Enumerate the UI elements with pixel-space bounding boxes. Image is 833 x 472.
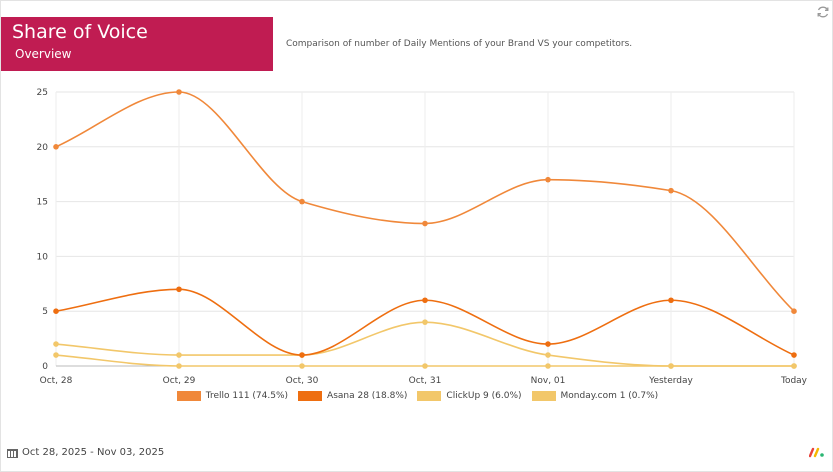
data-point-clickup[interactable] (176, 352, 182, 358)
data-point-asana[interactable] (176, 286, 182, 293)
data-point-asana[interactable] (53, 308, 59, 314)
legend-item-asana[interactable]: Asana 28 (18.8%) (298, 391, 407, 401)
y-tick-label: 20 (37, 143, 49, 153)
data-point-monday-com[interactable] (53, 352, 59, 358)
legend-item-clickup[interactable]: ClickUp 9 (6.0%) (417, 391, 522, 401)
x-tick-label: Today (780, 376, 808, 386)
data-point-trello[interactable] (791, 308, 797, 314)
x-tick-label: Nov, 01 (531, 376, 566, 386)
y-tick-label: 5 (42, 307, 48, 317)
chart-description: Comparison of number of Daily Mentions o… (286, 39, 633, 49)
data-point-clickup[interactable] (545, 352, 551, 358)
date-range-footer: Oct 28, 2025 - Nov 03, 2025 (7, 447, 164, 458)
page-subtitle: Overview (15, 47, 72, 61)
data-point-trello[interactable] (545, 176, 551, 183)
data-point-trello[interactable] (176, 89, 182, 95)
data-point-clickup[interactable] (422, 319, 428, 325)
x-tick-label: Oct, 28 (40, 376, 73, 386)
y-tick-label: 10 (37, 252, 49, 262)
data-point-trello[interactable] (422, 220, 428, 227)
legend-item-trello[interactable]: Trello 111 (74.5%) (176, 391, 289, 401)
data-point-asana[interactable] (545, 341, 551, 347)
data-point-clickup[interactable] (53, 341, 59, 347)
legend-label: Asana 28 (18.8%) (327, 391, 408, 401)
data-point-asana[interactable] (791, 352, 797, 358)
x-tick-label: Yesterday (648, 376, 693, 386)
x-tick-label: Oct, 30 (286, 376, 319, 386)
data-point-monday-com[interactable] (422, 363, 428, 369)
x-tick-label: Oct, 29 (163, 376, 196, 386)
data-point-clickup[interactable] (791, 363, 797, 369)
data-point-asana[interactable] (299, 352, 305, 358)
page-title: Share of Voice (12, 21, 148, 43)
y-tick-label: 25 (37, 88, 48, 98)
mentions-line-chart: 0 5 10 15 20 25 Oct, 28 Oct, 29 Oct, 30 Oct, 31 No… (37, 88, 808, 386)
data-point-monday-com[interactable] (299, 363, 305, 369)
data-point-monday-com[interactable] (545, 363, 551, 369)
refresh-icon[interactable] (815, 5, 831, 21)
data-point-trello[interactable] (299, 198, 305, 205)
date-range-text: Oct 28, 2025 - Nov 03, 2025 (22, 447, 165, 458)
y-tick-label: 15 (37, 198, 48, 208)
legend-swatch (417, 391, 442, 401)
data-point-monday-com[interactable] (176, 363, 182, 369)
x-tick-label: Oct, 31 (409, 376, 442, 386)
title-banner: Share of Voice Overview (1, 17, 273, 71)
data-point-trello[interactable] (668, 187, 674, 194)
legend-label: Monday.com 1 (0.7%) (560, 391, 659, 401)
y-tick-label: 0 (42, 362, 48, 372)
chart-legend: Trello 111 (74.5%) Asana 28 (18.8%) ClickU… (1, 391, 833, 401)
data-point-trello[interactable] (53, 144, 59, 150)
brand-logo-icon (809, 447, 824, 458)
legend-swatch (298, 391, 323, 401)
legend-item-monday-com[interactable]: Monday.com 1 (0.7%) (531, 391, 659, 401)
data-point-clickup[interactable] (668, 363, 674, 369)
legend-label: Trello 111 (74.5%) (205, 391, 289, 401)
legend-swatch (531, 391, 556, 401)
data-point-asana[interactable] (422, 297, 428, 304)
legend-label: ClickUp 9 (6.0%) (446, 391, 522, 401)
data-point-asana[interactable] (668, 297, 674, 304)
legend-swatch (176, 391, 201, 401)
calendar-icon (7, 447, 18, 458)
